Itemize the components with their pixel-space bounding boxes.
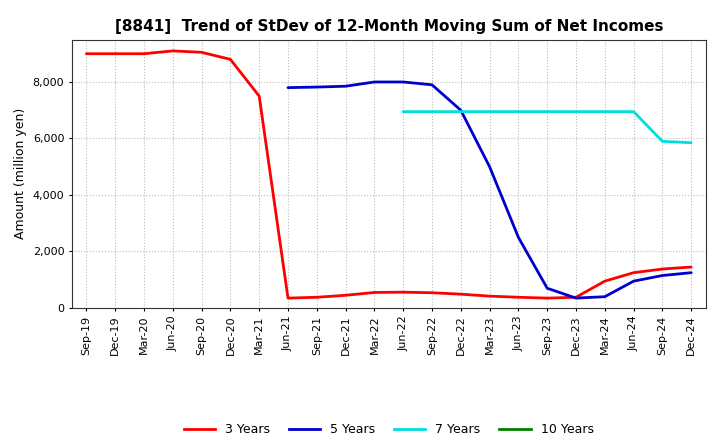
Legend: 3 Years, 5 Years, 7 Years, 10 Years: 3 Years, 5 Years, 7 Years, 10 Years <box>179 418 598 440</box>
Title: [8841]  Trend of StDev of 12-Month Moving Sum of Net Incomes: [8841] Trend of StDev of 12-Month Moving… <box>114 19 663 34</box>
Y-axis label: Amount (million yen): Amount (million yen) <box>14 108 27 239</box>
